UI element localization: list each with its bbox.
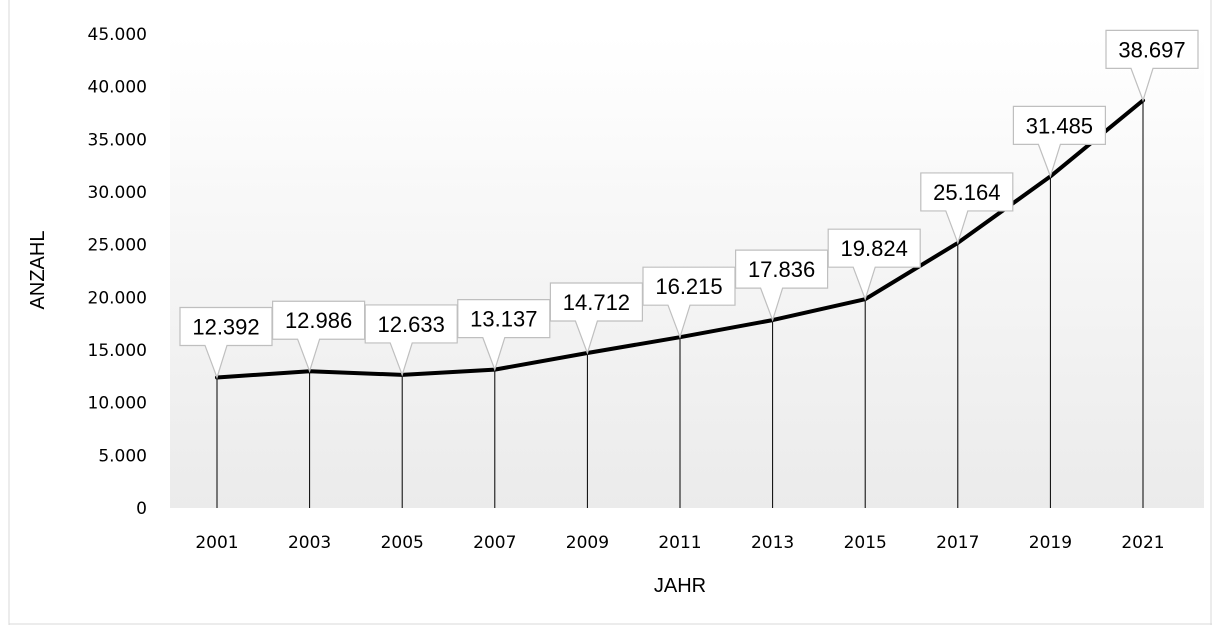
x-tick-label: 2007 [473,533,516,553]
x-tick-label: 2021 [1121,533,1164,553]
x-tick-label: 2001 [195,533,238,553]
y-tick-label: 25.000 [88,236,147,256]
y-tick-label: 10.000 [88,394,147,414]
data-label: 38.697 [1118,37,1185,62]
data-label: 13.137 [470,307,537,332]
x-tick-label: 2011 [658,533,701,553]
data-label: 14.712 [563,290,630,315]
x-tick-label: 2015 [844,533,887,553]
y-tick-label: 5.000 [98,446,147,466]
x-tick-label: 2013 [751,533,794,553]
data-label-box [457,299,551,372]
data-label-box [735,249,829,322]
y-tick-label: 30.000 [88,183,147,203]
data-label: 12.633 [378,312,445,337]
data-label: 12.986 [285,308,352,333]
data-label: 12.392 [192,314,259,339]
data-label-callouts: 12.392 12.986 12.633 13.137 14.712 16.215 17.8… [179,29,1199,380]
chart-frame [8,0,1212,625]
data-label-box [920,172,1014,245]
x-tick-label: 2017 [936,533,979,553]
data-label: 31.485 [1026,113,1093,138]
x-axis-title: JAHR [654,575,706,597]
y-axis-title: ANZAHL [27,231,49,310]
data-label-box [1012,105,1106,179]
data-label: 19.824 [841,236,908,261]
data-label: 16.215 [655,274,722,299]
x-tick-label: 2009 [566,533,609,553]
y-axis-ticks: 0 5.000 10.000 15.000 20.000 25.000 30.000 35.0… [88,25,147,519]
x-tick-label: 2019 [1029,533,1072,553]
y-tick-label: 0 [136,499,147,519]
y-tick-label: 40.000 [88,78,147,98]
data-label-box [827,228,921,302]
y-tick-label: 35.000 [88,130,147,150]
x-tick-label: 2003 [288,533,331,553]
y-tick-label: 45.000 [88,25,147,45]
drop-lines [216,100,1144,508]
data-label: 17.836 [748,257,815,282]
data-label-box [1105,29,1199,103]
x-tick-label: 2005 [381,533,424,553]
data-label: 25.164 [933,180,1000,205]
y-tick-label: 15.000 [88,341,147,361]
x-axis-ticks: 2001 2003 2005 2007 2009 2011 2013 2015 2017 2019… [195,533,1164,553]
y-tick-label: 20.000 [88,288,147,308]
